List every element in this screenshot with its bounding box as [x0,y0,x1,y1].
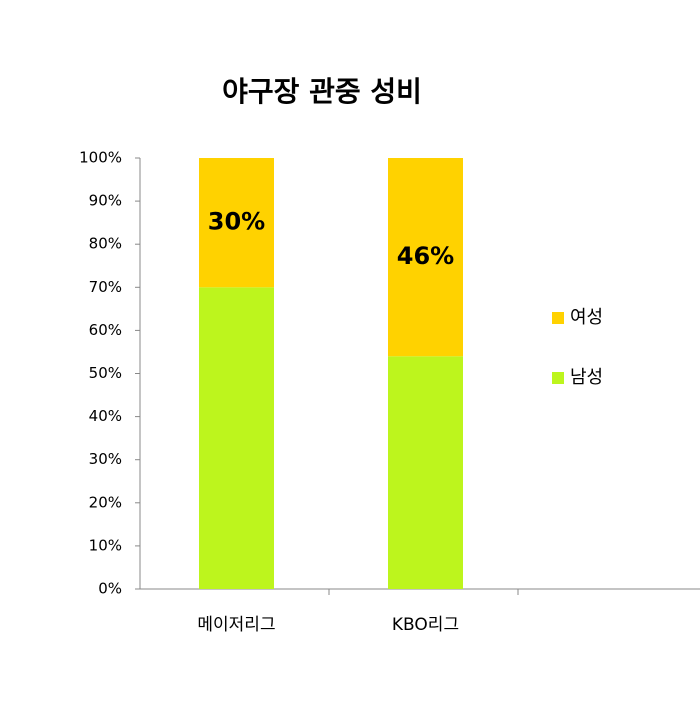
x-tick-label: 메이저리그 [197,615,275,635]
y-tick-label: 40% [89,407,122,425]
legend-label: 여성 [570,307,603,328]
y-tick-label: 100% [79,149,122,167]
bar-segment [199,287,274,589]
y-tick-label: 90% [89,192,122,210]
y-tick-label: 80% [89,235,122,253]
legend-swatch [552,372,564,384]
y-tick-label: 20% [89,493,122,511]
y-tick-label: 60% [89,321,122,339]
y-tick-label: 70% [89,278,122,296]
legend-swatch [552,312,564,324]
x-tick-label: KBO리그 [392,615,459,635]
y-tick-label: 50% [89,364,122,382]
y-tick-label: 0% [98,580,122,598]
y-tick-label: 10% [89,536,122,554]
chart-title: 야구장 관중 성비 [222,75,422,108]
bar-segment [388,356,463,589]
data-label: 30% [208,208,265,236]
data-label: 46% [397,242,454,270]
y-tick-label: 30% [89,450,122,468]
bar-segment [199,158,274,288]
legend-label: 남성 [570,367,603,388]
bar-segment [388,158,463,357]
